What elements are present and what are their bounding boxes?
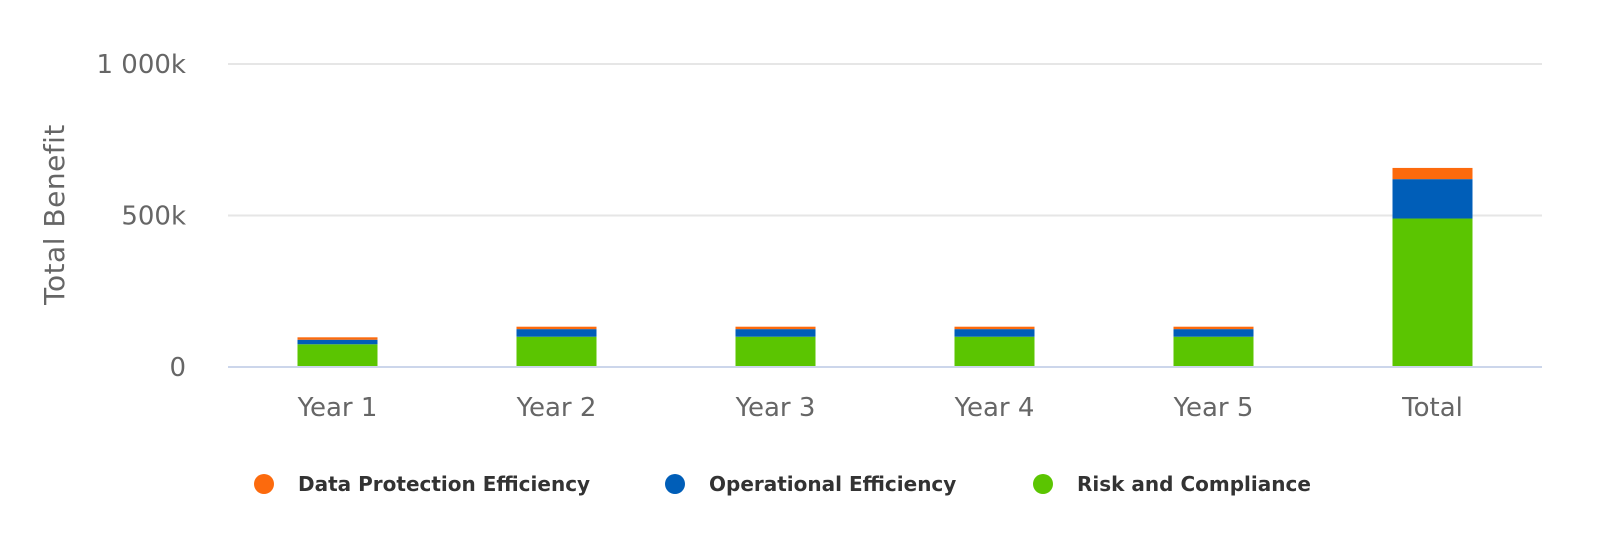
x-tick-label: Year 4 bbox=[954, 393, 1035, 423]
bar-risk-and-compliance-year-2[interactable] bbox=[516, 336, 597, 367]
legend-label: Data Protection Efficiency bbox=[298, 472, 590, 496]
legend-item-data-protection-efficiency[interactable]: Data Protection Efficiency bbox=[254, 472, 590, 496]
bar-risk-and-compliance-total[interactable] bbox=[1392, 218, 1473, 367]
bar-data-protection-efficiency-year-5[interactable] bbox=[1173, 326, 1254, 330]
legend-label: Risk and Compliance bbox=[1077, 472, 1311, 496]
y-tick-label: 500k bbox=[121, 202, 186, 232]
x-tick-label: Year 5 bbox=[1173, 393, 1254, 423]
x-tick-label: Year 3 bbox=[735, 393, 816, 423]
legend-item-risk-and-compliance[interactable]: Risk and Compliance bbox=[1033, 472, 1311, 496]
bar-data-protection-efficiency-year-1[interactable] bbox=[297, 337, 378, 340]
bar-operational-efficiency-total[interactable] bbox=[1392, 179, 1473, 219]
bar-data-protection-efficiency-year-3[interactable] bbox=[735, 326, 816, 330]
bars bbox=[297, 167, 1473, 367]
legend-label: Operational Efficiency bbox=[709, 472, 956, 496]
y-tick-label: 0 bbox=[169, 353, 186, 383]
legend-swatch bbox=[665, 474, 685, 494]
bar-data-protection-efficiency-year-4[interactable] bbox=[954, 326, 1035, 330]
y-axis-title: Total Benefit bbox=[38, 124, 71, 306]
bar-risk-and-compliance-year-3[interactable] bbox=[735, 336, 816, 367]
bar-operational-efficiency-year-2[interactable] bbox=[516, 329, 597, 337]
bar-risk-and-compliance-year-4[interactable] bbox=[954, 336, 1035, 367]
bar-data-protection-efficiency-total[interactable] bbox=[1392, 167, 1473, 180]
gridlines bbox=[228, 63, 1542, 217]
x-tick-label: Year 2 bbox=[516, 393, 597, 423]
bar-risk-and-compliance-year-5[interactable] bbox=[1173, 336, 1254, 367]
y-tick-label: 1 000k bbox=[97, 50, 187, 80]
x-tick-label: Total bbox=[1401, 393, 1463, 423]
bar-operational-efficiency-year-3[interactable] bbox=[735, 329, 816, 337]
legend-swatch bbox=[1033, 474, 1053, 494]
legend: Data Protection Efficiency Operational Ef… bbox=[254, 472, 1311, 496]
bar-risk-and-compliance-year-1[interactable] bbox=[297, 344, 378, 367]
y-axis: 0 500k 1 000k bbox=[97, 50, 187, 383]
x-axis: Year 1 Year 2 Year 3 Year 4 Year 5 Total bbox=[228, 366, 1542, 423]
bar-data-protection-efficiency-year-2[interactable] bbox=[516, 326, 597, 330]
bar-operational-efficiency-year-4[interactable] bbox=[954, 329, 1035, 337]
legend-item-operational-efficiency[interactable]: Operational Efficiency bbox=[665, 472, 956, 496]
legend-swatch bbox=[254, 474, 274, 494]
x-tick-label: Year 1 bbox=[297, 393, 378, 423]
bar-operational-efficiency-year-5[interactable] bbox=[1173, 329, 1254, 337]
bar-operational-efficiency-year-1[interactable] bbox=[297, 339, 378, 345]
